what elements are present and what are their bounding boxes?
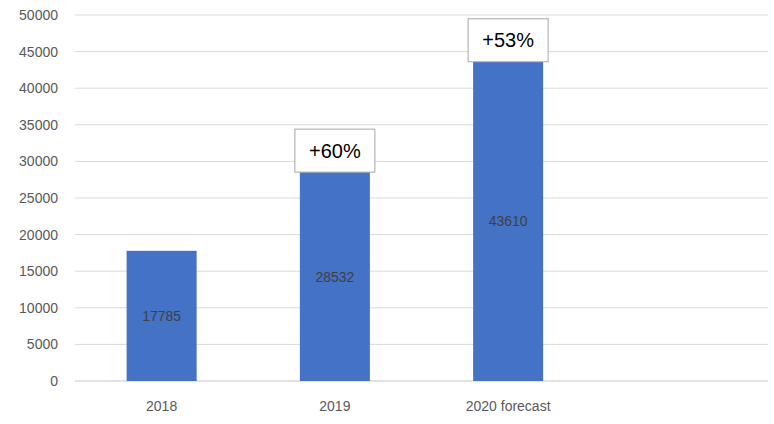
y-tick-label: 20000	[19, 227, 58, 243]
x-tick-label: 2020 forecast	[466, 398, 551, 414]
bar	[127, 251, 197, 381]
grid-line	[75, 198, 768, 199]
chart-svg: 0 5000 10000 15000 20000 25000 30000 35000 40000…	[0, 0, 774, 424]
y-tick-label: 45000	[19, 44, 58, 60]
data-label: 28532	[315, 269, 354, 285]
grid-line	[75, 51, 768, 52]
annotation-box	[295, 129, 375, 172]
y-tick-label: 15000	[19, 263, 58, 279]
y-tick-label: 5000	[27, 336, 58, 352]
x-tick-label: 2018	[146, 398, 177, 414]
y-tick-label: 40000	[19, 80, 58, 96]
bars	[127, 62, 544, 381]
grid-line	[75, 234, 768, 235]
bar	[300, 172, 370, 381]
y-tick-label: 10000	[19, 300, 58, 316]
data-label: 17785	[142, 308, 181, 324]
y-tick-label: 30000	[19, 153, 58, 169]
y-tick-label: 0	[50, 373, 58, 389]
grid-line	[75, 88, 768, 89]
annotation-text: +53%	[482, 29, 534, 51]
grid-line	[75, 124, 768, 125]
y-tick-label: 50000	[19, 7, 58, 23]
data-label: 43610	[489, 213, 528, 229]
bar	[473, 62, 543, 381]
grid-line	[75, 15, 768, 16]
annotation-text: +60%	[309, 140, 361, 162]
y-tick-label: 35000	[19, 117, 58, 133]
x-tick-label: 2019	[319, 398, 350, 414]
y-tick-label: 25000	[19, 190, 58, 206]
grid	[75, 15, 768, 381]
chart-container: 0 5000 10000 15000 20000 25000 30000 35000 40000…	[0, 0, 774, 424]
grid-line	[75, 161, 768, 162]
annotation-box	[468, 19, 548, 62]
